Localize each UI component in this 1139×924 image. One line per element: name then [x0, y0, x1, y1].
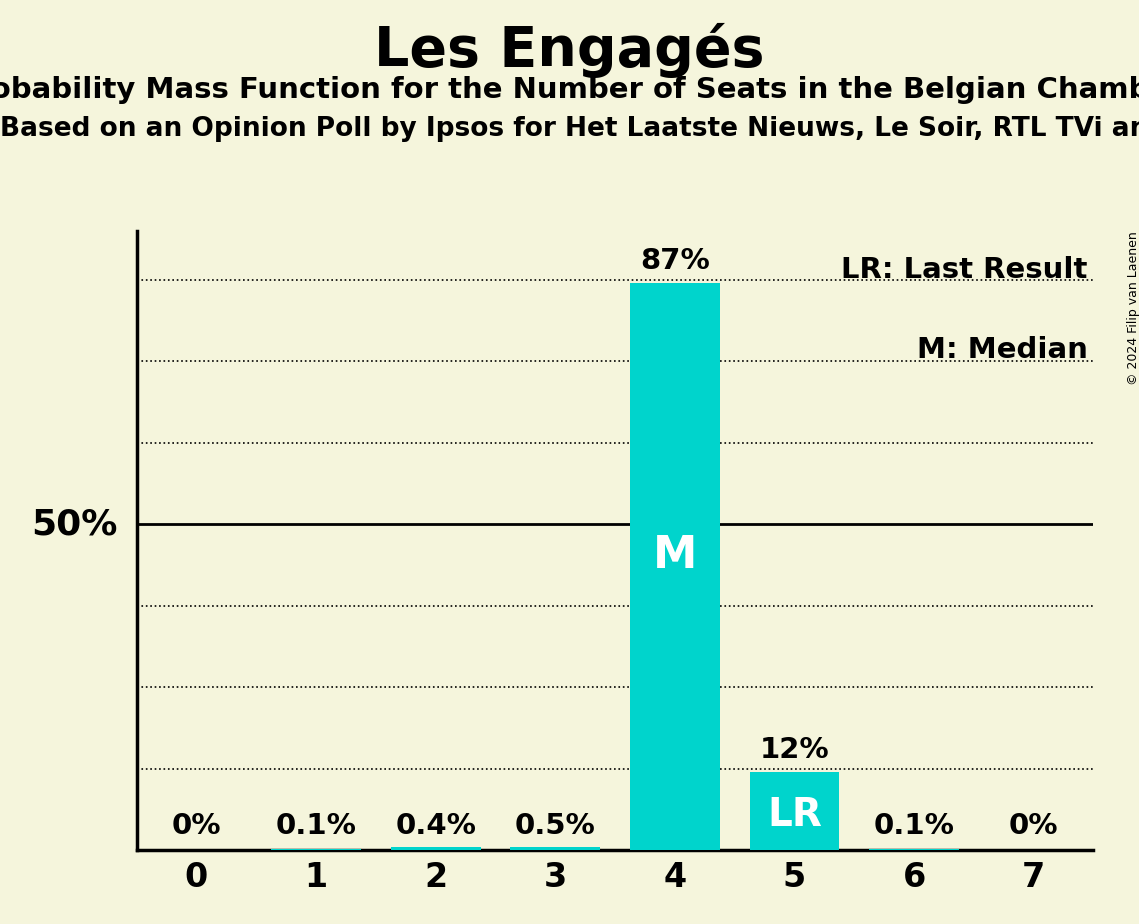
Bar — [630, 283, 720, 850]
Text: 0.1%: 0.1% — [874, 812, 954, 840]
Text: 12%: 12% — [760, 736, 829, 764]
Text: Based on an Opinion Poll by Ipsos for Het Laatste Nieuws, Le Soir, RTL TVi and V: Based on an Opinion Poll by Ipsos for He… — [0, 116, 1139, 141]
Text: 0%: 0% — [172, 812, 221, 840]
Text: LR: LR — [767, 796, 822, 833]
Text: 0%: 0% — [1009, 812, 1058, 840]
Text: 0.5%: 0.5% — [515, 812, 596, 840]
Bar — [391, 847, 481, 850]
Text: 0.4%: 0.4% — [395, 812, 476, 840]
Text: LR: Last Result: LR: Last Result — [841, 256, 1088, 284]
Text: Probability Mass Function for the Number of Seats in the Belgian Chamber: Probability Mass Function for the Number… — [0, 76, 1139, 103]
Text: M: M — [653, 534, 697, 577]
Text: 87%: 87% — [640, 248, 710, 275]
Text: 0.1%: 0.1% — [276, 812, 357, 840]
Text: 50%: 50% — [31, 507, 117, 541]
Text: © 2024 Filip van Laenen: © 2024 Filip van Laenen — [1126, 231, 1139, 384]
Text: M: Median: M: Median — [917, 336, 1088, 364]
Bar — [510, 846, 600, 850]
Bar — [749, 772, 839, 850]
Text: Les Engagés: Les Engagés — [375, 23, 764, 79]
